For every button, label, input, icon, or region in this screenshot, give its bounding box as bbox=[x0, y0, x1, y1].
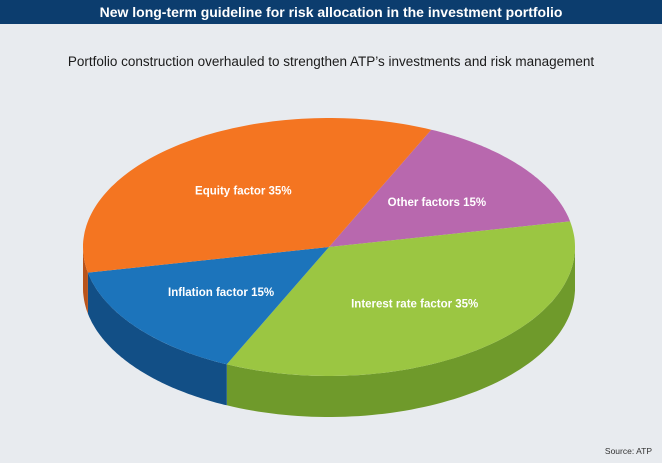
pie-labels: Other factors 15% Interest rate factor 35… bbox=[168, 185, 486, 310]
pie-label-3: Inflation factor 15% bbox=[168, 287, 274, 299]
pie-slice-3 bbox=[87, 247, 330, 365]
pie-slice-4 bbox=[83, 118, 432, 273]
pie-label-1: Other factors 15% bbox=[388, 197, 486, 209]
pie-label-4: Equity factor 35% bbox=[195, 185, 292, 197]
pie-label-2: Interest rate factor 35% bbox=[351, 299, 478, 311]
pie-slice-2 bbox=[226, 221, 576, 376]
pie-slices bbox=[83, 118, 576, 376]
pie-sides bbox=[83, 247, 576, 417]
pie-side-2 bbox=[226, 249, 576, 417]
pie-slice-1 bbox=[329, 129, 571, 247]
chart-title: New long-term guideline for risk allocat… bbox=[0, 0, 662, 24]
pie-side-4 bbox=[83, 247, 88, 314]
source-note: Source: ATP bbox=[604, 446, 652, 456]
chart-subtitle: Portfolio construction overhauled to str… bbox=[67, 54, 595, 69]
pie-side-3 bbox=[87, 272, 227, 406]
